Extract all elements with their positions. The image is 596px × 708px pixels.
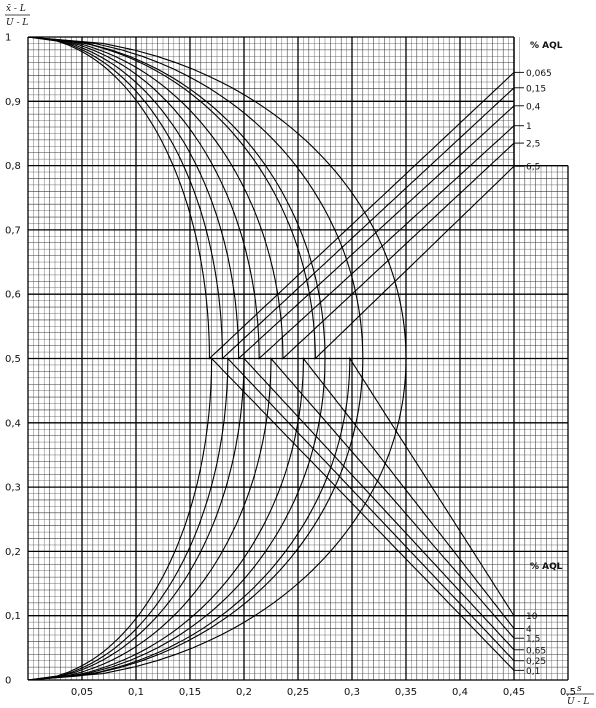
y-axis-label-denominator: U - L <box>6 18 28 28</box>
y-tick-label: 0,3 <box>5 483 21 494</box>
legend-label: 1,5 <box>526 635 540 645</box>
y-tick-label: 0,2 <box>5 547 21 558</box>
legend-label: 0,15 <box>526 84 546 94</box>
x-axis-label: s U - L <box>566 684 594 707</box>
envelope-curve <box>27 36 326 681</box>
curves-layer <box>27 36 515 681</box>
aql-curve-top <box>27 36 515 360</box>
x-tick-label: 0,15 <box>179 687 201 698</box>
envelope-curve <box>27 36 407 681</box>
legend-label: 0,25 <box>526 657 546 667</box>
x-tick-label: 0,05 <box>71 687 93 698</box>
aql-curve-bottom <box>27 357 515 681</box>
aql-curve-bottom <box>27 356 515 681</box>
x-tick-label: 0,3 <box>344 687 360 698</box>
aql-curve-top <box>27 36 515 360</box>
aql-curve-bottom <box>27 357 515 681</box>
legend-top-title: % AQL <box>530 41 563 51</box>
aql-curve-top <box>27 36 515 360</box>
x-tick-label: 0,35 <box>395 687 417 698</box>
x-tick-label: 0,1 <box>128 687 144 698</box>
x-tick-labels: 0,05 0,1 0,15 0,2 0,25 0,3 0,35 0,4 0,45 0,5 <box>71 687 576 698</box>
legend-label: 0,65 <box>526 646 546 656</box>
x-tick-label: 0,45 <box>503 687 525 698</box>
y-tick-label: 1 <box>5 33 11 44</box>
x-tick-label: 0,4 <box>452 687 468 698</box>
y-tick-label: 0 <box>5 676 11 687</box>
x-tick-label: 0,2 <box>236 687 252 698</box>
legend-label: 0,065 <box>526 69 552 79</box>
aql-curve-bottom <box>27 357 515 681</box>
x-axis-label-denominator: U - L <box>567 697 589 707</box>
y-axis-label: x̄ - L U - L <box>5 4 30 28</box>
legend-bottom: % AQL 10 41,50,650,250,1 <box>514 562 563 677</box>
y-tick-label: 0,4 <box>5 418 21 429</box>
legend-label: 1 <box>526 122 532 132</box>
aql-curve-top <box>27 36 515 360</box>
aql-curve-top <box>27 36 515 360</box>
y-tick-label: 0,7 <box>5 225 21 236</box>
legend-label: 4 <box>526 625 532 635</box>
legend-label: 0,4 <box>526 102 541 112</box>
legend-label: 6,5 <box>526 163 540 173</box>
x-axis-label-numerator: s <box>577 684 582 694</box>
y-tick-label: 0,8 <box>5 161 21 172</box>
envelope-layer <box>27 36 407 681</box>
x-tick-label: 0,25 <box>287 687 309 698</box>
legend-label: 0,1 <box>526 667 540 677</box>
aql-curve-bottom <box>27 356 515 681</box>
legend-bottom-title: % AQL <box>530 562 563 572</box>
y-tick-label: 0,5 <box>5 354 21 365</box>
y-tick-label: 0,1 <box>5 611 21 622</box>
x-tick-label: 0,5 <box>560 687 576 698</box>
legend-label: 2,5 <box>526 140 540 150</box>
legend-top: % AQL 0,065 0,15 0,4 1 2,5 6,5 <box>514 41 563 173</box>
envelope-curve <box>27 36 364 681</box>
aql-curve-top <box>27 36 515 360</box>
legend-label: 10 <box>526 612 538 622</box>
y-tick-label: 0,6 <box>5 290 21 301</box>
y-tick-labels: 0 0,1 0,2 0,3 0,4 0,5 0,6 0,7 0,8 0,9 1 <box>5 33 21 687</box>
aql-curve-bottom <box>27 357 515 681</box>
y-tick-label: 0,9 <box>5 97 21 108</box>
y-axis-label-numerator: x̄ - L <box>6 4 26 14</box>
